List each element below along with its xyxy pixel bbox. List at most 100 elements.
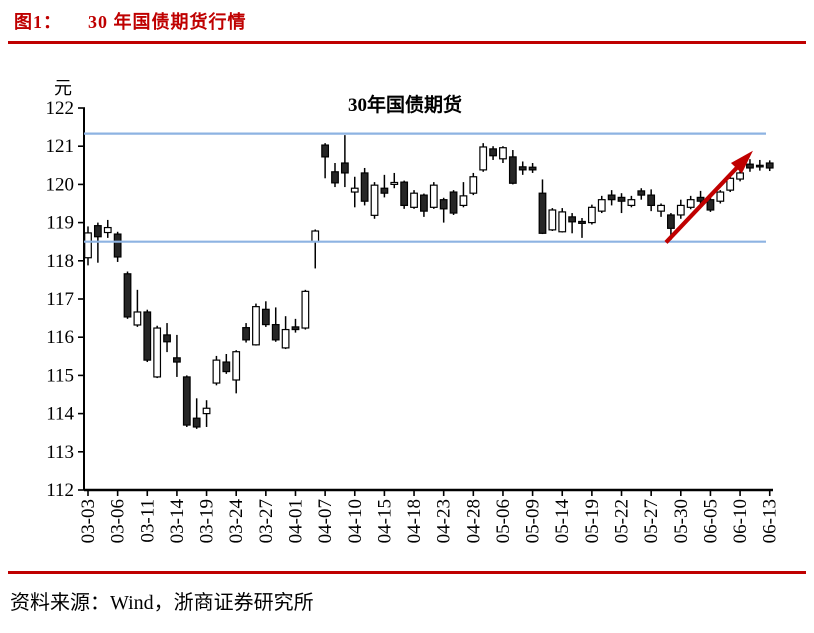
candle-body (607, 194, 616, 201)
x-tick-label: 05-27 (641, 499, 662, 543)
candle-body (499, 147, 507, 160)
x-tick-label: 05-14 (552, 499, 573, 544)
x-tick-label: 04-18 (404, 499, 425, 543)
candle-body (637, 190, 646, 196)
candle-body (558, 211, 567, 233)
candle-body (459, 195, 468, 207)
candle-body (360, 172, 369, 202)
candle-body (676, 204, 685, 216)
candle-body (222, 361, 231, 373)
candle-body (400, 181, 409, 207)
candle-body (508, 156, 517, 184)
candle-body (657, 204, 665, 212)
x-tick-label: 04-28 (463, 499, 484, 543)
candle-body (429, 184, 438, 208)
candle-body (153, 327, 162, 378)
candle-body (627, 199, 636, 207)
y-tick-label: 115 (46, 365, 74, 386)
candle-body (103, 226, 112, 234)
candle-body (667, 214, 675, 229)
y-tick-label: 122 (46, 98, 75, 119)
y-tick-label: 120 (46, 174, 75, 195)
y-tick-label: 116 (46, 327, 74, 348)
candle-body (706, 199, 715, 211)
candle-body (528, 166, 537, 171)
candle-body (291, 326, 300, 331)
candle-body (311, 230, 320, 243)
candle-body (578, 220, 586, 224)
figure-number: 图1： (14, 12, 62, 32)
x-tick-label: 03-19 (197, 499, 218, 543)
x-tick-label: 03-03 (78, 499, 99, 543)
y-tick-label: 118 (46, 251, 74, 272)
y-tick-label: 114 (46, 404, 74, 425)
x-tick-label: 03-14 (167, 499, 188, 544)
candle-body (617, 196, 626, 202)
candle-body (192, 417, 201, 428)
y-tick-label: 119 (46, 213, 74, 234)
candle-body (113, 233, 122, 258)
x-tick-label: 03-06 (108, 499, 129, 543)
candle-body (143, 311, 152, 361)
candle-body (84, 232, 92, 259)
candle-body (331, 171, 339, 184)
x-tick-label: 03-11 (137, 499, 158, 543)
candle-body (350, 187, 359, 193)
x-tick-label: 03-27 (256, 499, 277, 543)
candle-body (173, 357, 181, 363)
x-tick-label: 04-23 (434, 499, 455, 543)
figure-caption: 图1： 30 年国债期货行情 (14, 8, 247, 34)
candle-body (449, 191, 458, 214)
candle-body (489, 148, 497, 157)
candle-body (479, 146, 488, 171)
candle-body (252, 306, 260, 346)
candle-body (469, 176, 478, 194)
source-note: 资料来源：Wind，浙商证券研究所 (10, 592, 314, 614)
x-tick-label: 04-07 (315, 499, 336, 543)
candle-body (755, 164, 764, 168)
candle-body (548, 209, 557, 231)
candle-body (390, 181, 399, 186)
top-divider-line (8, 41, 806, 44)
figure-title-text: 30 年国债期货行情 (88, 12, 247, 32)
candle-body (420, 194, 428, 212)
x-tick-label: 05-09 (523, 499, 544, 543)
candle-body (686, 199, 695, 208)
candle-body (281, 328, 290, 349)
candle-body (716, 191, 725, 202)
bottom-divider-line (8, 571, 806, 574)
candle-body (746, 163, 754, 169)
trend-arrow-shaft (664, 163, 741, 244)
candle-body (587, 206, 596, 224)
x-tick-label: 05-22 (612, 499, 633, 543)
y-tick-label: 112 (46, 480, 74, 501)
candle-body (736, 172, 744, 180)
x-tick-label: 03-24 (226, 499, 247, 544)
candle-body (568, 216, 577, 223)
trend-arrow-head (730, 150, 753, 174)
x-tick-label: 06-05 (700, 499, 721, 543)
candle-body (123, 273, 132, 318)
chart-title: 30年国债期货 (347, 95, 462, 116)
x-tick-label: 04-15 (374, 499, 395, 543)
candle-body (321, 144, 330, 158)
candle-body (518, 166, 527, 171)
candle-body (301, 290, 310, 329)
y-tick-label: 121 (46, 136, 75, 157)
candle-body (163, 334, 171, 343)
candle-body (271, 323, 280, 341)
x-tick-label: 06-10 (730, 499, 751, 543)
candle-body (133, 311, 142, 326)
x-tick-label: 06-13 (760, 499, 781, 543)
candle-body (93, 225, 102, 238)
candle-body (212, 359, 221, 384)
candle-body (726, 177, 735, 191)
x-tick-label: 04-01 (285, 499, 306, 543)
candle-body (538, 192, 547, 234)
candle-body (182, 376, 191, 426)
candle-body (202, 407, 211, 415)
candle-body (647, 194, 656, 207)
x-tick-label: 05-30 (671, 499, 692, 543)
